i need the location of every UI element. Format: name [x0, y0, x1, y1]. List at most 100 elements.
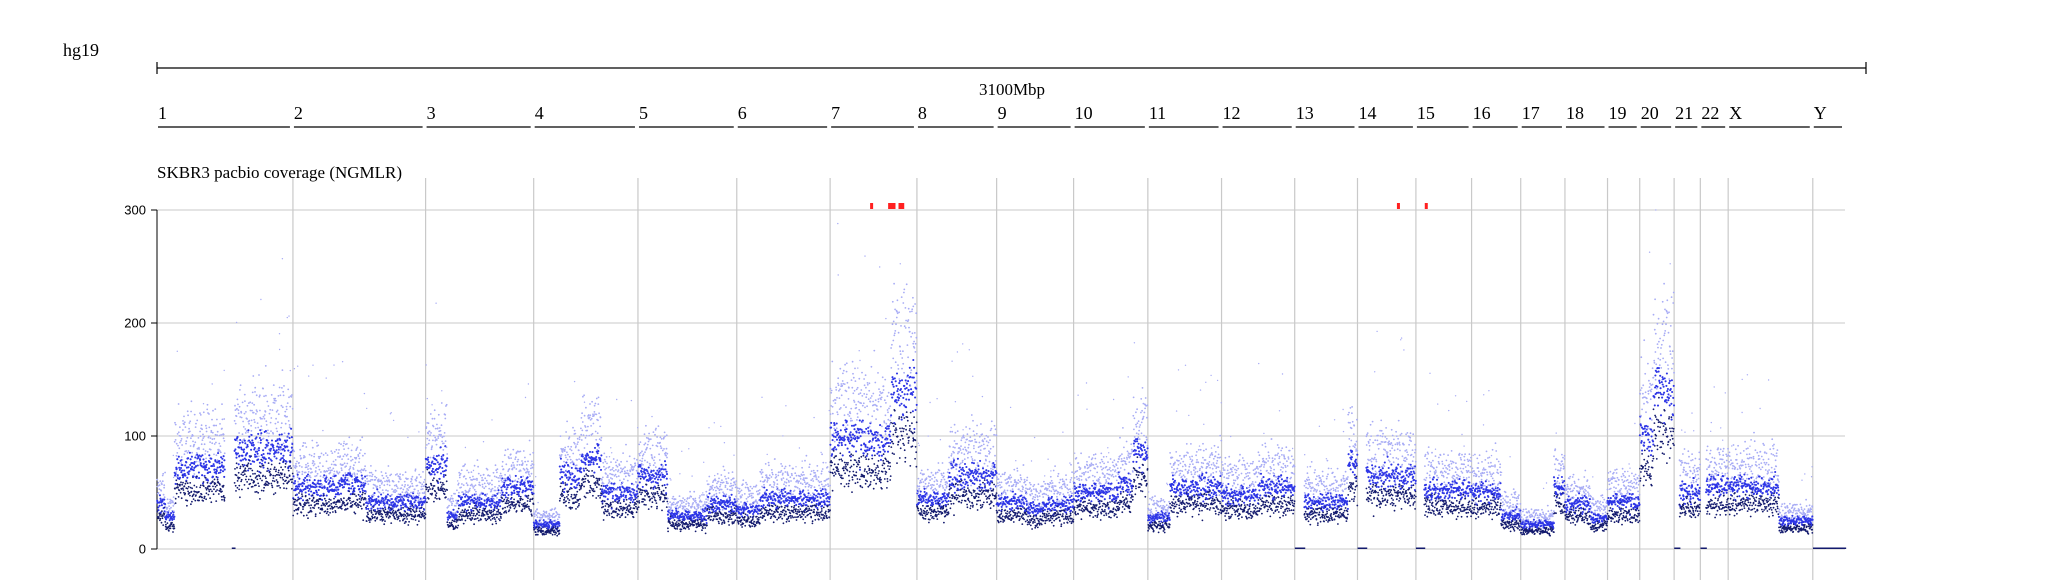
coverage-point [401, 484, 404, 486]
coverage-point [433, 417, 436, 420]
coverage-point [458, 515, 461, 518]
coverage-point [292, 503, 295, 505]
coverage-point [322, 454, 325, 456]
coverage-point [475, 518, 477, 520]
coverage-point [300, 511, 303, 514]
coverage-point [156, 510, 159, 513]
coverage-point [283, 449, 286, 452]
coverage-point [570, 482, 573, 485]
coverage-point [427, 432, 430, 435]
coverage-point [159, 513, 162, 516]
coverage-point [427, 489, 430, 491]
coverage-point [335, 464, 337, 467]
coverage-point [697, 504, 700, 507]
coverage-point-outlier [426, 397, 428, 400]
coverage-point [498, 485, 501, 487]
coverage-point [282, 390, 285, 393]
coverage-point [604, 495, 607, 498]
coverage-point [588, 481, 591, 483]
coverage-point [434, 490, 437, 493]
coverage-point [219, 488, 222, 491]
coverage-point [292, 477, 295, 479]
coverage-point [492, 513, 495, 516]
coverage-point [481, 483, 484, 486]
coverage-point [429, 413, 432, 415]
coverage-point [307, 471, 310, 473]
coverage-point [463, 503, 466, 506]
coverage-point [283, 487, 285, 489]
coverage-point [441, 482, 444, 484]
coverage-point [304, 456, 306, 458]
coverage-point-outlier [616, 398, 618, 401]
coverage-point [262, 489, 265, 492]
coverage-point [259, 472, 262, 474]
coverage-point [277, 421, 279, 424]
coverage-point [221, 498, 223, 501]
coverage-point [595, 477, 598, 480]
coverage-point [259, 417, 262, 420]
coverage-point [423, 514, 425, 517]
coverage-point [536, 533, 539, 536]
coverage-point [594, 484, 597, 486]
coverage-point [367, 483, 370, 486]
coverage-point [287, 449, 290, 452]
coverage-point [573, 429, 576, 432]
coverage-point [280, 452, 283, 455]
coverage-point [165, 523, 167, 526]
coverage-point [304, 476, 307, 479]
coverage-point [578, 477, 581, 480]
coverage-point [248, 467, 250, 470]
coverage-point [473, 523, 475, 526]
coverage-point [159, 517, 162, 520]
coverage-point [527, 494, 530, 497]
coverage-point [597, 495, 600, 497]
coverage-point [293, 509, 296, 512]
coverage-point [187, 414, 190, 417]
coverage-point [196, 464, 199, 467]
coverage-point [500, 517, 502, 519]
coverage-point [280, 422, 283, 425]
coverage-point [346, 453, 349, 456]
coverage-point [604, 508, 606, 511]
coverage-point [185, 450, 188, 452]
coverage-point [308, 497, 311, 500]
coverage-point [561, 476, 564, 479]
coverage-point [644, 451, 646, 454]
coverage-point [507, 493, 510, 497]
coverage-point [452, 500, 455, 503]
coverage-point [616, 514, 619, 517]
coverage-point [464, 519, 467, 522]
coverage-point [532, 463, 535, 466]
coverage-point [331, 478, 334, 480]
coverage-point [281, 369, 284, 371]
coverage-point-outlier [679, 473, 681, 475]
coverage-point [599, 425, 601, 428]
coverage-point [448, 521, 451, 524]
coverage-point [636, 484, 639, 487]
coverage-point [388, 484, 391, 487]
coverage-point [511, 467, 514, 470]
coverage-point [664, 463, 667, 466]
coverage-point [435, 455, 438, 458]
coverage-point [620, 505, 622, 508]
coverage-point [509, 482, 512, 485]
coverage-point [555, 511, 558, 514]
coverage-point [659, 436, 662, 439]
coverage-point [414, 519, 417, 521]
coverage-point [402, 474, 404, 476]
coverage-point [417, 496, 420, 499]
coverage-point [665, 434, 668, 437]
coverage-point [525, 495, 528, 497]
coverage-point [255, 413, 257, 415]
coverage-point [238, 454, 241, 457]
coverage-point [294, 504, 296, 506]
coverage-point [446, 453, 449, 455]
coverage-point [439, 472, 443, 475]
coverage-point [500, 513, 503, 516]
coverage-point [585, 473, 588, 476]
coverage-point [397, 517, 400, 520]
coverage-point [503, 485, 506, 489]
coverage-point [693, 507, 696, 510]
coverage-point [330, 450, 333, 452]
coverage-point [326, 508, 329, 511]
